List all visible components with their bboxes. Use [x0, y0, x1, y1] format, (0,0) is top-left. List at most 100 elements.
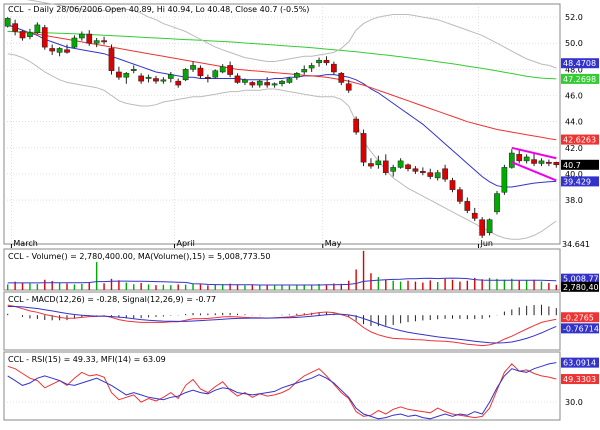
- candle: [130, 65, 137, 74]
- candle-body: [286, 78, 293, 83]
- candle-body: [64, 49, 70, 53]
- candle-body: [190, 65, 196, 70]
- candle-body: [293, 73, 300, 78]
- price-tick-label: 46.0: [565, 92, 583, 101]
- candle: [479, 217, 486, 238]
- candle: [93, 37, 100, 48]
- volume-last-label: 5,008,77: [563, 275, 599, 284]
- candle: [286, 77, 293, 84]
- candle-body: [256, 80, 263, 86]
- candle-body: [538, 160, 545, 164]
- candle-body: [427, 172, 434, 177]
- candle-body: [420, 171, 426, 173]
- candle-body: [375, 160, 382, 166]
- candle-body: [12, 23, 18, 32]
- candle: [138, 73, 144, 84]
- candle: [175, 78, 182, 88]
- candle: [501, 164, 508, 195]
- price-tick-label: 52.0: [565, 13, 583, 22]
- candle: [34, 22, 41, 35]
- candle-body: [93, 40, 100, 44]
- candle: [153, 75, 159, 84]
- series-bollinger-upper: [26, 0, 557, 69]
- candle-body: [323, 59, 330, 64]
- candle: [49, 44, 56, 55]
- candle-body: [27, 32, 33, 37]
- candle: [434, 170, 441, 181]
- price-last-label: 39.429: [563, 177, 591, 186]
- candle-body: [167, 74, 174, 79]
- mfi-line: [7, 362, 557, 420]
- candle: [293, 71, 300, 80]
- candle: [27, 28, 33, 40]
- candle: [412, 166, 419, 174]
- candle-body: [494, 193, 500, 213]
- candle: [523, 154, 530, 164]
- candle-body: [264, 82, 271, 86]
- candle-body: [316, 59, 322, 64]
- rsi-last-label-box: [561, 357, 599, 368]
- candle: [167, 71, 174, 83]
- candle: [64, 44, 70, 54]
- candle-body: [434, 172, 441, 179]
- candle-body: [116, 71, 122, 78]
- candle-body: [234, 75, 241, 83]
- candle: [56, 47, 63, 57]
- candle: [308, 62, 315, 72]
- candle-body: [442, 168, 448, 180]
- candle: [182, 68, 189, 82]
- candle: [464, 197, 471, 214]
- candle: [353, 116, 359, 135]
- month-label: April: [177, 239, 195, 248]
- rsi-last-label-box: [561, 374, 599, 385]
- candle-body: [123, 73, 130, 78]
- price-last-label-box: [561, 176, 599, 187]
- candle-body: [449, 180, 456, 190]
- rsi-title: CCL - RSI(15) = 49.33, MFI(14) = 63.09: [8, 355, 166, 364]
- candle-body: [205, 76, 211, 79]
- candle: [279, 79, 285, 87]
- candle-body: [516, 154, 523, 162]
- candle-body: [501, 167, 508, 193]
- candle-body: [553, 162, 560, 166]
- price-tick-label: 42.0: [565, 144, 583, 153]
- candle-body: [464, 201, 471, 211]
- candle-body: [471, 212, 478, 219]
- candle-body: [338, 73, 345, 83]
- candle-body: [19, 31, 26, 39]
- candle-body: [242, 79, 248, 83]
- candle: [12, 19, 18, 36]
- candle: [397, 158, 404, 169]
- candle: [249, 81, 256, 88]
- candle-body: [301, 69, 308, 73]
- candle: [457, 187, 463, 205]
- price-last-label: 47.2698: [563, 75, 596, 84]
- candle: [78, 31, 85, 41]
- month-label: March: [13, 239, 37, 248]
- price-tick-label: 48.0: [565, 65, 583, 74]
- candle: [101, 36, 107, 45]
- macd-last-label: -0.76714: [563, 324, 599, 333]
- rsi-last-label: 49.3303: [563, 375, 596, 384]
- price-tick-label: 44.0: [565, 118, 583, 127]
- candle-body: [138, 75, 144, 82]
- volume-title: CCL - Volume() = 2,780,400.00, MA(Volume…: [8, 252, 270, 261]
- candle: [256, 79, 263, 88]
- series-ma-200: [7, 31, 557, 80]
- candle: [382, 154, 389, 176]
- candle-body: [382, 160, 389, 173]
- price-last-label-box: [561, 159, 599, 170]
- candle: [405, 163, 411, 172]
- month-label: May: [325, 239, 342, 248]
- candle: [227, 61, 233, 78]
- price-last-label-box: [561, 73, 599, 84]
- candle: [123, 71, 130, 84]
- candle: [190, 61, 196, 72]
- candle: [41, 24, 48, 50]
- candle-body: [368, 163, 374, 167]
- candle: [546, 159, 552, 167]
- series-ma-50: [7, 31, 557, 141]
- candle-body: [56, 48, 63, 53]
